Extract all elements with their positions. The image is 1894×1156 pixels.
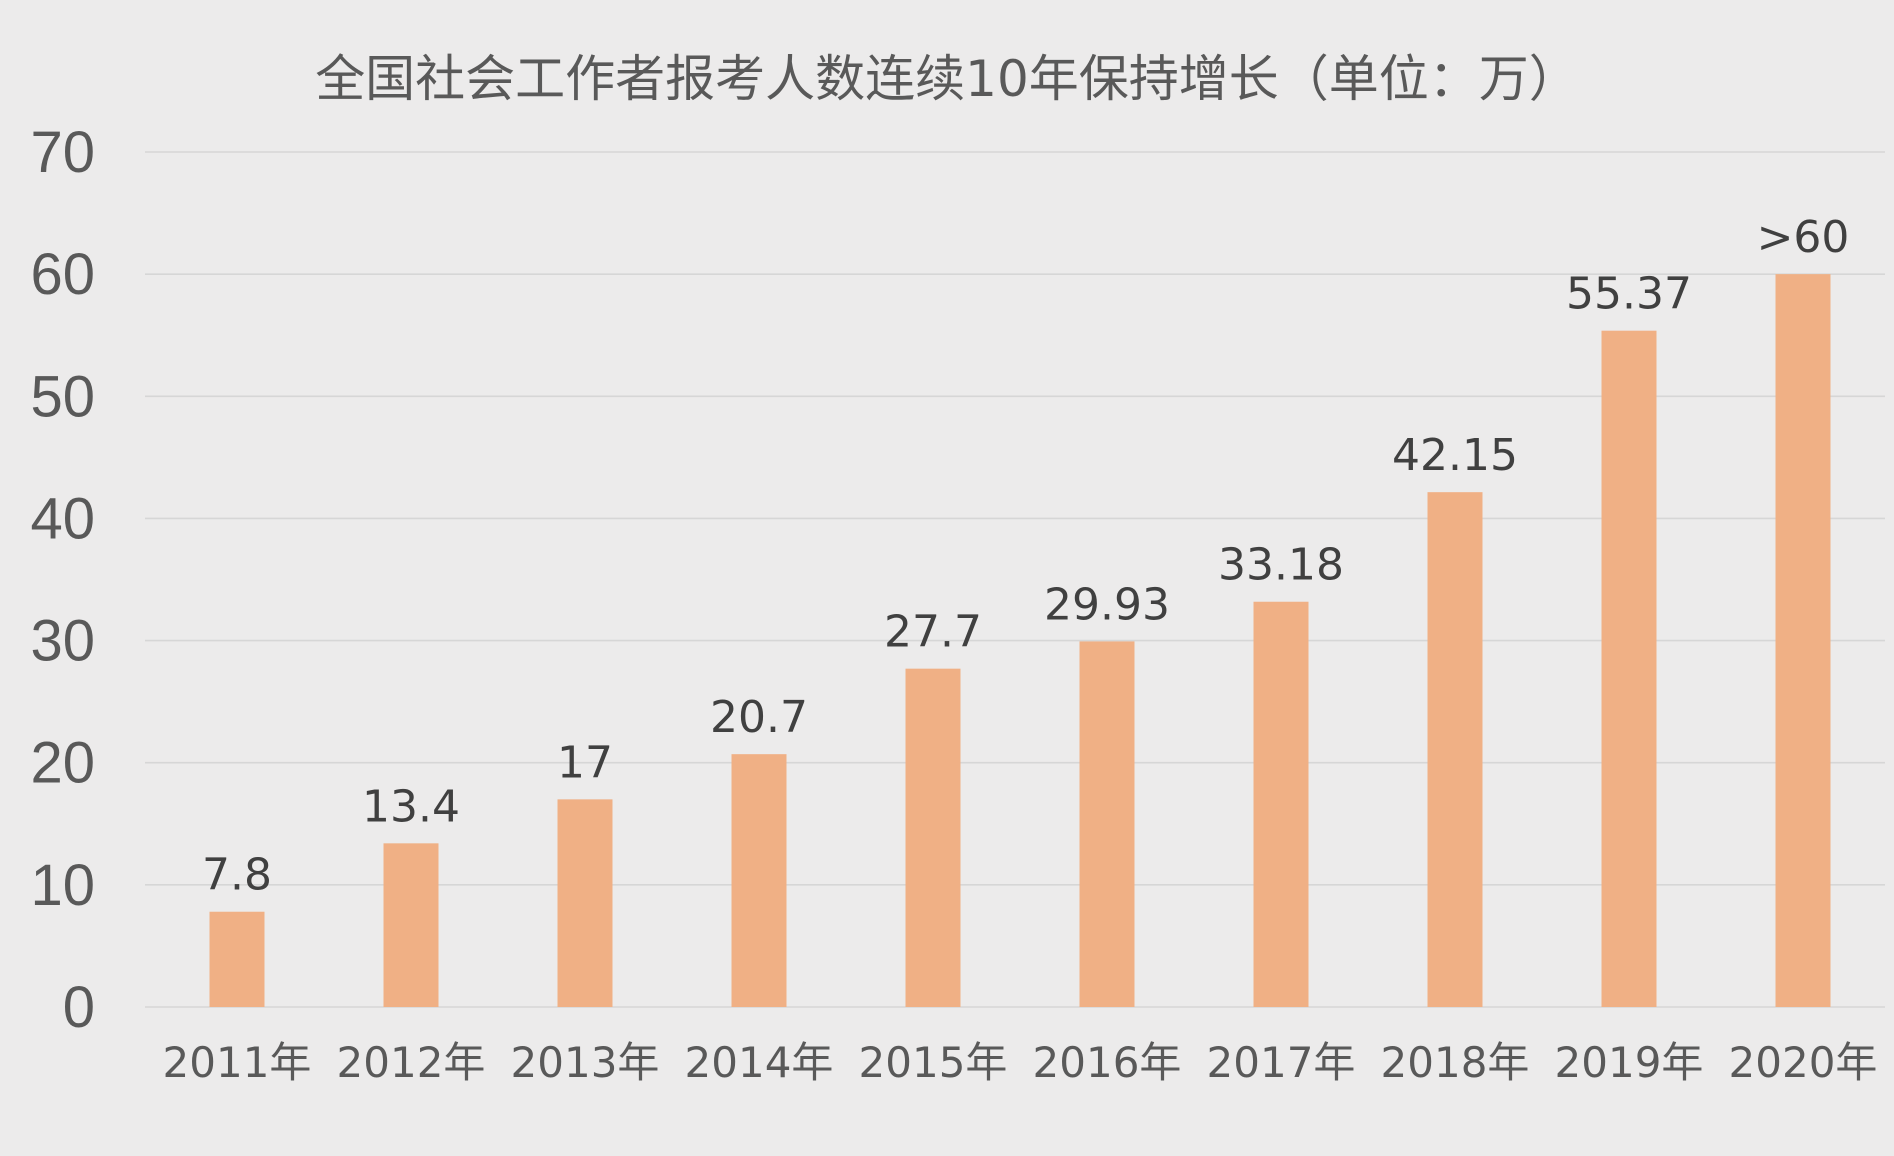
y-axis: 0 10 20 30 40 50 60 70 xyxy=(30,120,95,1040)
bar-2017年 xyxy=(1253,601,1309,1007)
bar-2016年 xyxy=(1079,641,1135,1007)
data-label: 20.7 xyxy=(710,692,808,743)
data-label: 42.15 xyxy=(1392,430,1518,481)
data-label: >60 xyxy=(1757,212,1850,263)
x-tick-label: 2012年 xyxy=(337,1038,486,1087)
bar-2018年 xyxy=(1427,492,1483,1007)
x-tick-label: 2011年 xyxy=(163,1038,312,1087)
x-tick-label: 2019年 xyxy=(1555,1038,1704,1087)
y-tick-label: 10 xyxy=(30,853,95,918)
data-label: 29.93 xyxy=(1044,579,1170,630)
data-label: 7.8 xyxy=(202,850,272,901)
bar-2014年 xyxy=(731,754,787,1007)
data-label: 27.7 xyxy=(884,607,982,658)
x-tick-label: 2016年 xyxy=(1033,1038,1182,1087)
y-tick-label: 0 xyxy=(63,975,95,1040)
bar-2013年 xyxy=(557,799,613,1007)
data-labels: 7.8 13.4 17 20.7 27.7 29.93 33.18 42.15 55.37 >60 xyxy=(202,212,1849,901)
y-tick-label: 20 xyxy=(30,731,95,796)
chart-title: 全国社会工作者报考人数连续10年保持增长（单位：万） xyxy=(315,50,1579,108)
data-label: 55.37 xyxy=(1566,269,1692,320)
data-label: 17 xyxy=(557,737,613,788)
bar-2015年 xyxy=(905,668,961,1007)
y-tick-label: 40 xyxy=(30,486,95,551)
y-tick-label: 30 xyxy=(30,609,95,674)
x-tick-label: 2015年 xyxy=(859,1038,1008,1087)
data-label: 13.4 xyxy=(362,781,460,832)
y-tick-label: 50 xyxy=(30,364,95,429)
x-tick-label: 2018年 xyxy=(1381,1038,1530,1087)
x-tick-label: 2013年 xyxy=(511,1038,660,1087)
x-tick-label: 2014年 xyxy=(685,1038,834,1087)
y-tick-label: 60 xyxy=(30,242,95,307)
x-tick-label: 2020年 xyxy=(1729,1038,1878,1087)
data-label: 33.18 xyxy=(1218,540,1344,591)
bar-2019年 xyxy=(1601,330,1657,1007)
bar-2011年 xyxy=(209,911,265,1007)
bar-2012年 xyxy=(383,843,439,1007)
bar-2020年 xyxy=(1775,274,1831,1008)
x-tick-label: 2017年 xyxy=(1207,1038,1356,1087)
bars xyxy=(209,274,1831,1008)
x-axis: 2011年 2012年 2013年 2014年 2015年 2016年 2017年 2018年… xyxy=(163,1038,1878,1087)
y-tick-label: 70 xyxy=(30,120,95,185)
